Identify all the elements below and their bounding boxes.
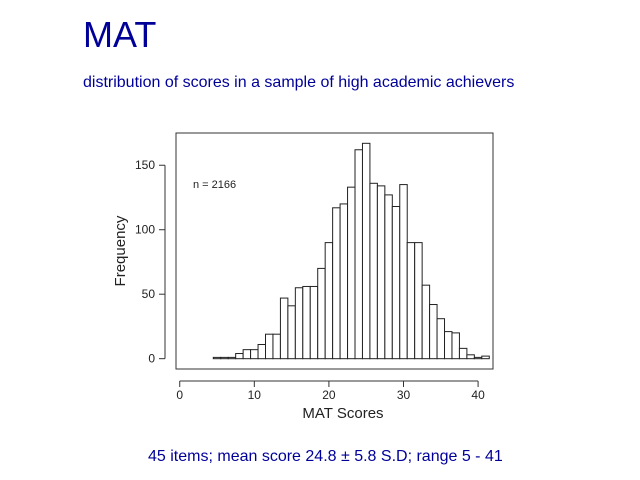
x-tick-label: 30 <box>397 388 411 402</box>
y-tick-label: 0 <box>148 352 155 366</box>
histogram-bar <box>279 297 289 360</box>
histogram-bar <box>250 349 259 360</box>
histogram-bar <box>361 142 371 360</box>
y-axis: 0 50 100 150 <box>135 158 166 366</box>
histogram-bar <box>242 349 252 360</box>
histogram-bar <box>332 207 341 360</box>
histogram-bar <box>451 332 460 360</box>
histogram-bar <box>354 149 363 360</box>
histogram-bar <box>257 343 267 360</box>
histogram-bar <box>212 356 222 360</box>
histogram-bar <box>309 285 319 360</box>
histogram-bar <box>272 333 281 360</box>
histogram-bar <box>347 186 356 360</box>
slide-footer: 45 items; mean score 24.8 ± 5.8 S.D; ran… <box>148 448 503 465</box>
histogram-bar <box>466 354 475 360</box>
x-tick-label: 10 <box>248 388 262 402</box>
histogram-bar <box>324 242 334 360</box>
histogram-bar <box>473 356 483 360</box>
histogram-bar <box>287 305 296 360</box>
histogram-bars <box>212 142 490 360</box>
histogram-bar <box>265 333 274 360</box>
histogram-bar <box>421 284 431 360</box>
histogram-bar <box>369 182 378 360</box>
x-tick-label: 40 <box>471 388 485 402</box>
histogram-bar <box>376 185 386 360</box>
histogram-bar <box>399 184 408 360</box>
slide-title: MAT <box>83 14 157 55</box>
histogram-bar <box>302 285 311 360</box>
histogram-bar <box>391 206 401 360</box>
x-axis: 0 10 20 30 40 <box>176 380 485 402</box>
histogram-bar <box>227 356 237 360</box>
histogram-bar <box>444 331 453 360</box>
x-tick-label: 20 <box>322 388 336 402</box>
y-tick-label: 100 <box>135 223 155 237</box>
x-tick-label: 0 <box>176 388 183 402</box>
histogram-bar <box>481 355 490 360</box>
histogram-bar <box>429 304 438 360</box>
histogram-bar <box>317 267 326 360</box>
n-annotation: n = 2166 <box>193 179 236 191</box>
plot-frame <box>175 132 494 370</box>
y-tick-label: 50 <box>142 287 156 301</box>
histogram-bar <box>220 356 229 360</box>
histogram-bar <box>414 242 423 360</box>
y-axis-label: Frequency <box>112 215 129 286</box>
slide-subtitle: distribution of scores in a sample of hi… <box>83 74 515 91</box>
histogram-bar <box>384 194 393 360</box>
histogram-bar <box>294 287 304 360</box>
y-tick-label: 150 <box>135 158 155 172</box>
histogram-bar <box>436 318 446 360</box>
histogram-bar <box>458 347 468 360</box>
histogram-bar <box>339 203 349 360</box>
histogram-bar <box>235 353 244 360</box>
x-axis-label: MAT Scores <box>302 405 383 422</box>
histogram-bar <box>406 242 416 360</box>
